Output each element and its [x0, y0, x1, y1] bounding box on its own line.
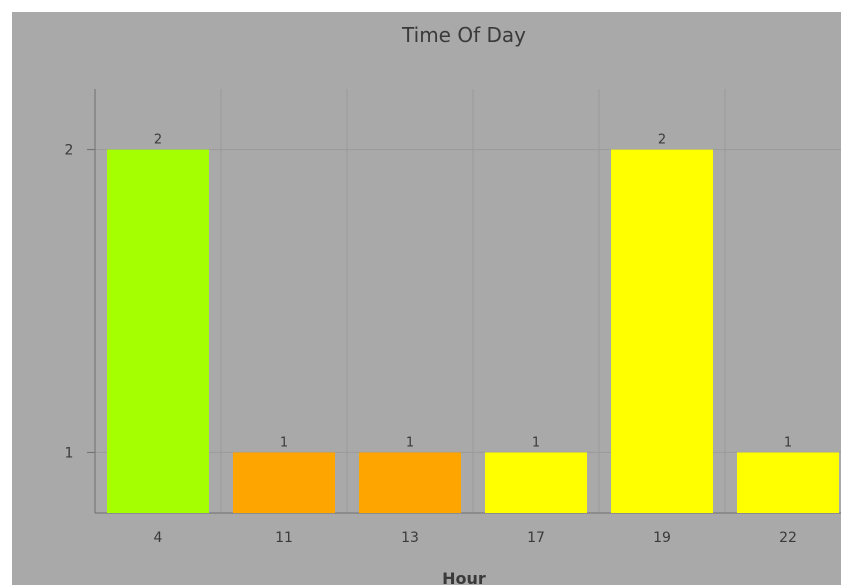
bars: [107, 149, 839, 514]
data-label: 1: [280, 435, 288, 450]
bar: [359, 452, 461, 513]
data-label: 1: [784, 435, 792, 450]
bar: [107, 149, 209, 514]
y-tick-labels: 12: [65, 143, 74, 462]
bar: [611, 149, 713, 514]
chart-title: Time Of Day: [401, 23, 526, 47]
data-label: 1: [406, 435, 414, 450]
grid: [95, 89, 841, 513]
y-tick-label: 2: [65, 143, 74, 159]
data-label: 1: [532, 435, 540, 450]
x-tick-label: 17: [527, 530, 545, 546]
y-tick-label: 1: [65, 445, 74, 461]
x-tick-label: 11: [275, 530, 293, 546]
bar: [485, 452, 587, 513]
bar-chart: Time Of Day 21 1 121 4 11 13 17 19 22 12 Hour: [65, 23, 841, 585]
data-label: 2: [658, 133, 666, 148]
axes: [87, 89, 841, 514]
data-label: 2: [154, 133, 162, 148]
x-tick-label: 19: [653, 530, 671, 546]
x-tick-label: 13: [401, 530, 419, 546]
bar: [233, 452, 335, 513]
data-labels: 2 1 1 1 2 1: [154, 133, 792, 451]
x-tick-label: 22: [779, 530, 797, 546]
bar: [737, 452, 839, 513]
x-axis-label: Hour: [442, 569, 486, 585]
x-tick-label: 4: [154, 530, 163, 546]
x-tick-labels: 4 11 13 17 19 22: [154, 530, 797, 546]
